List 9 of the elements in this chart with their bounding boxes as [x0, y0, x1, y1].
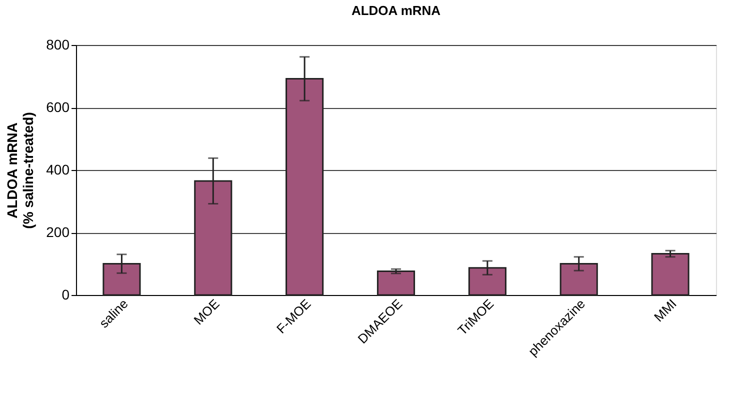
y-axis-title: ALDOA mRNA (% saline-treated)	[4, 112, 36, 229]
bar	[376, 270, 416, 296]
y-tick-label: 200	[46, 224, 70, 240]
y-tick-label: 800	[46, 36, 70, 52]
y-tick-label: 0	[62, 286, 70, 302]
y-tick-label: 400	[46, 162, 70, 178]
y-tick-label: 600	[46, 99, 70, 115]
chart-title: ALDOA mRNA	[351, 3, 442, 18]
bar	[651, 253, 690, 296]
